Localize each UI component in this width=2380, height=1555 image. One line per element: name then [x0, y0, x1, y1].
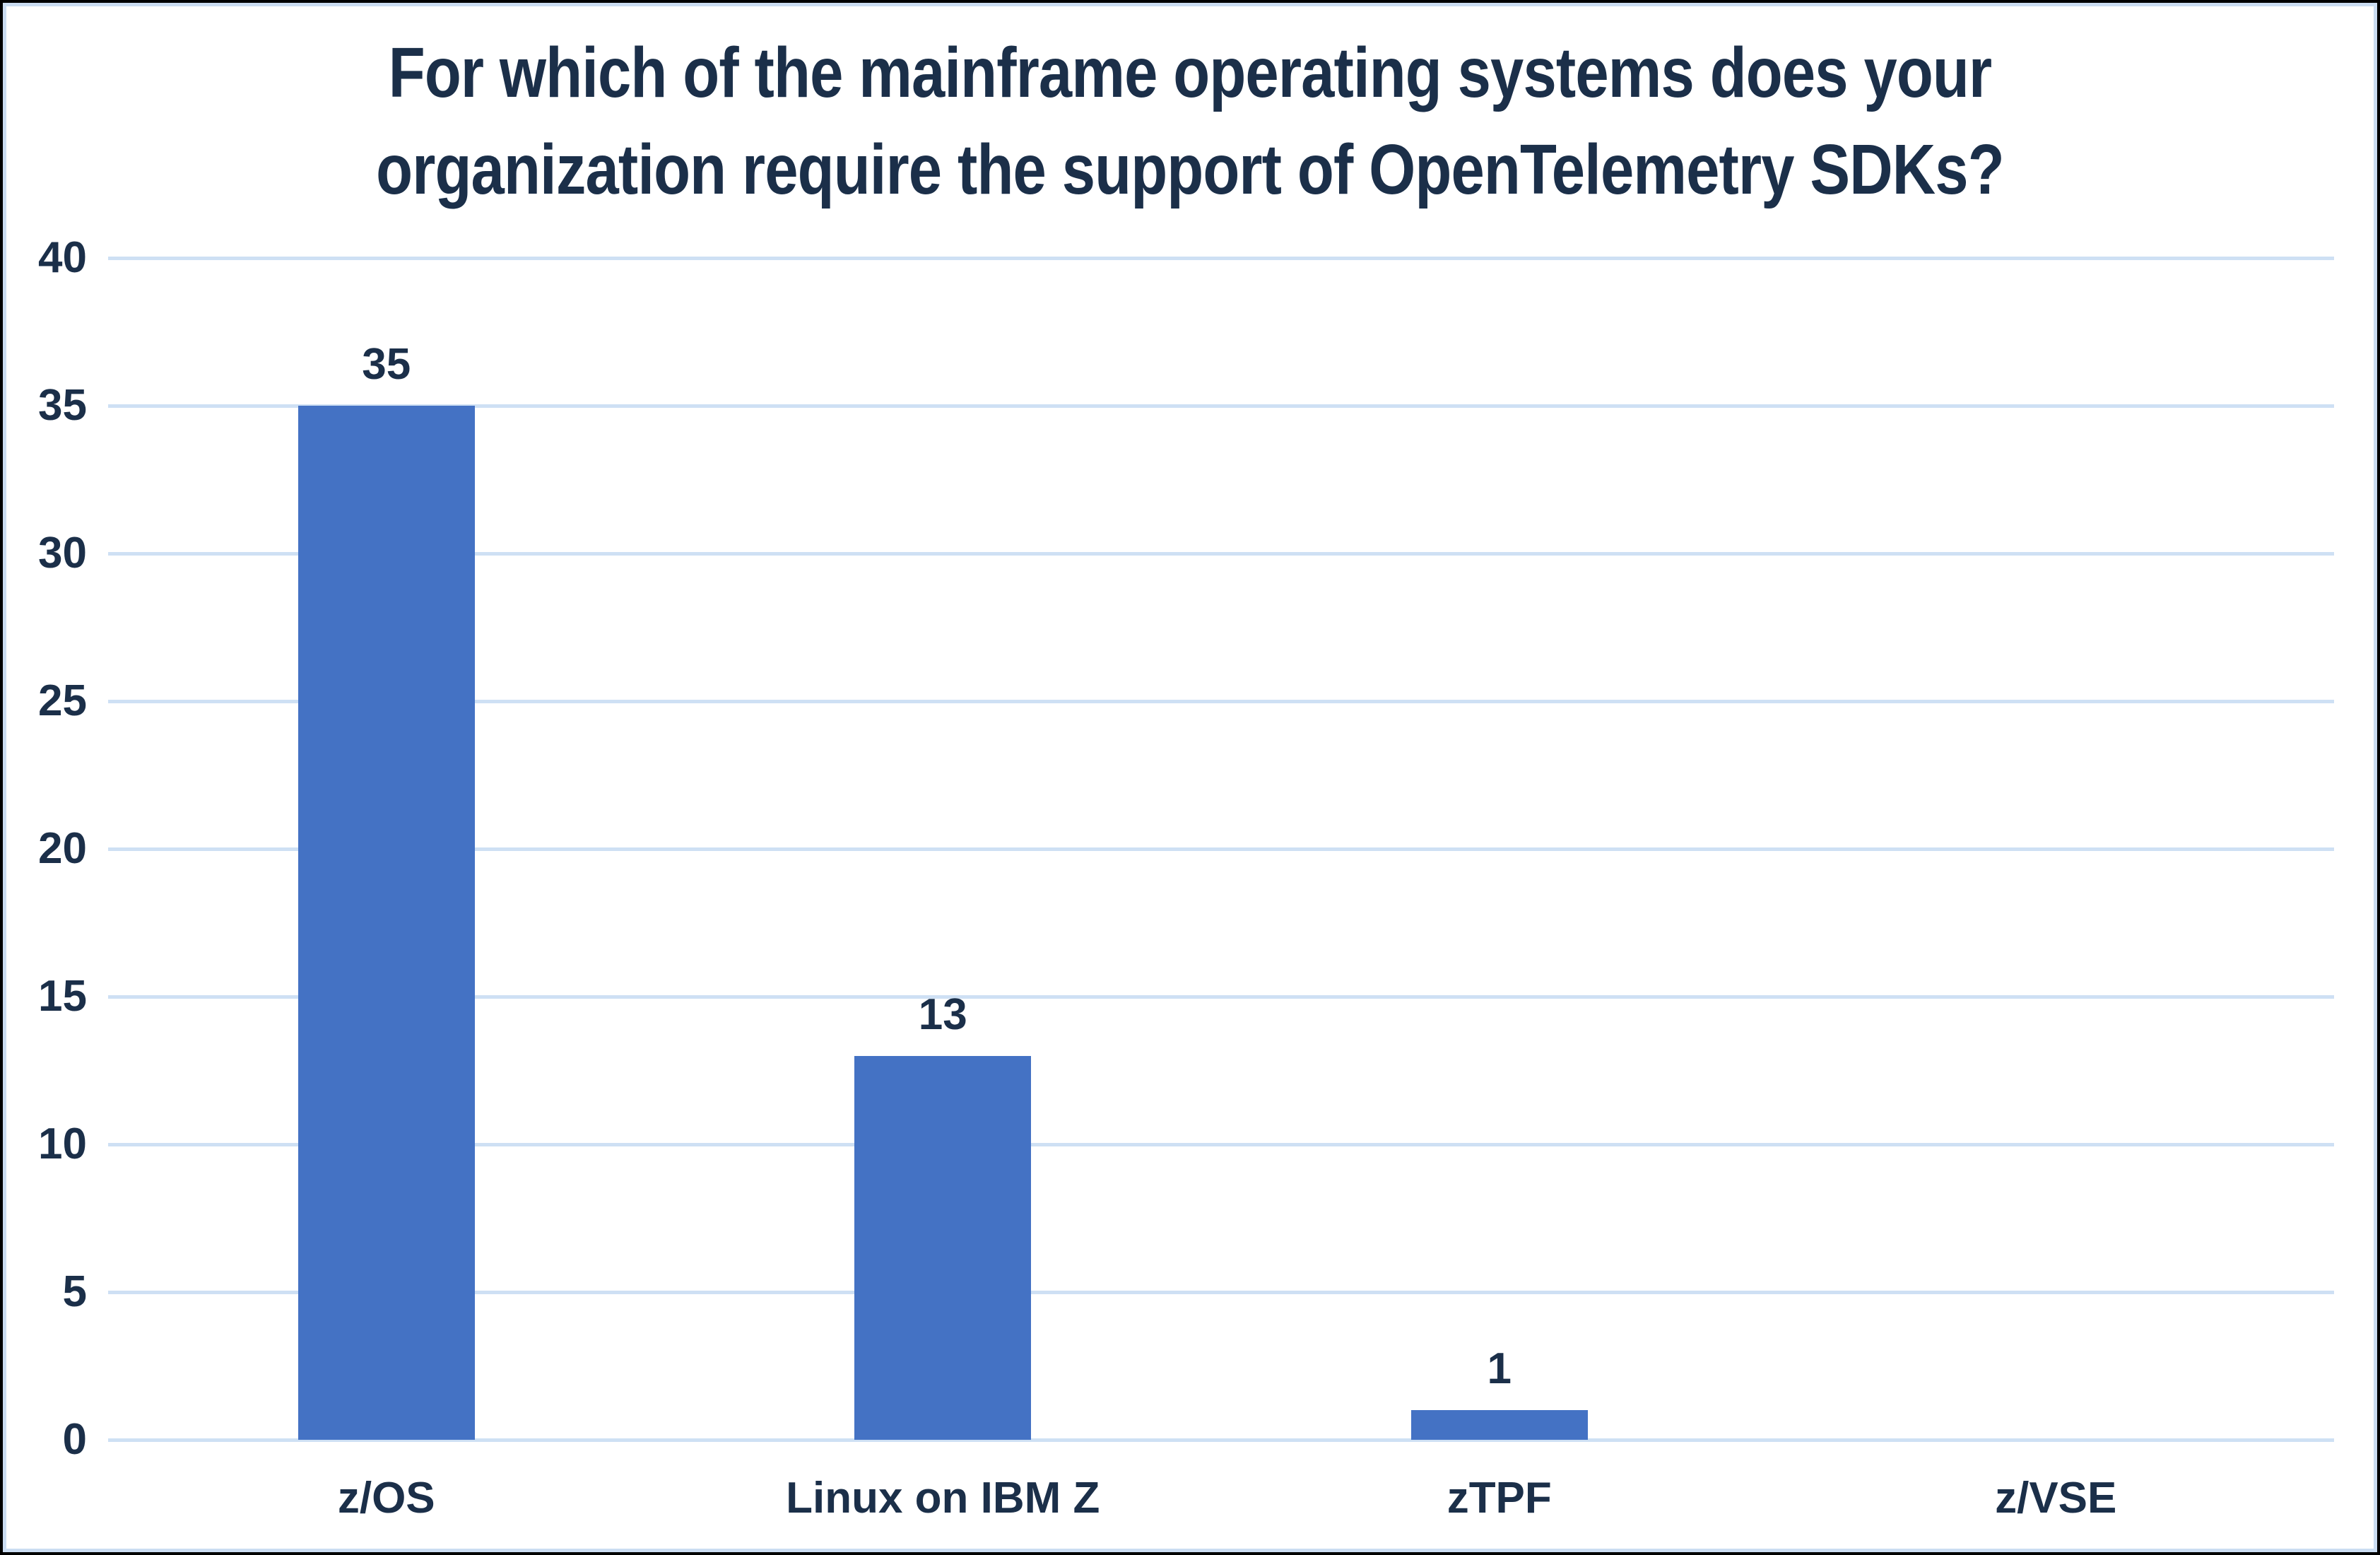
y-tick-label-30: 30 [38, 529, 87, 577]
y-gridline-5 [108, 1291, 2334, 1294]
y-tick-label-15: 15 [38, 972, 87, 1021]
y-tick-label-5: 5 [62, 1267, 87, 1316]
bar-value-label-zTPF: 1 [1487, 1344, 1512, 1394]
y-axis: 0 5 10 15 20 25 30 35 40 [6, 236, 87, 1462]
y-gridline-25 [108, 700, 2334, 703]
y-gridline-20 [108, 847, 2334, 851]
chart-title-line-2: organization require the support of Open… [376, 130, 2004, 209]
y-gridline-15 [108, 995, 2334, 999]
y-gridline-10 [108, 1143, 2334, 1146]
y-gridline-40 [108, 257, 2334, 260]
bar-value-label-Linux on IBM Z: 13 [918, 990, 967, 1039]
chart-title-line-1: For which of the mainframe operating sys… [388, 33, 1992, 112]
bar-value-label-z/OS: 35 [362, 340, 411, 389]
category-axis: z/OS Linux on IBM Z zTPF z/VSE [108, 1460, 2334, 1537]
category-label-zTPF: zTPF [1447, 1474, 1552, 1522]
category-label-z/VSE: z/VSE [1995, 1474, 2117, 1522]
y-tick-label-10: 10 [38, 1120, 87, 1168]
chart-canvas: For which of the mainframe operating sys… [3, 3, 2377, 1552]
y-gridline-0 [108, 1438, 2334, 1442]
y-tick-label-40: 40 [38, 233, 87, 282]
category-label-z/OS: z/OS [337, 1474, 435, 1522]
y-tick-label-20: 20 [38, 824, 87, 873]
bar-zTPF [1410, 1410, 1588, 1440]
y-tick-label-35: 35 [38, 381, 87, 430]
plot-area: 35 13 1 [108, 257, 2334, 1442]
y-tick-label-0: 0 [62, 1415, 87, 1464]
y-gridline-30 [108, 552, 2334, 556]
bar-Linux on IBM Z [854, 1055, 1032, 1440]
y-tick-label-25: 25 [38, 676, 87, 725]
chart-title: For which of the mainframe operating sys… [184, 25, 2196, 218]
y-gridline-35 [108, 404, 2334, 408]
bar-z/OS [298, 406, 475, 1440]
category-label-Linux on IBM Z: Linux on IBM Z [786, 1474, 1100, 1522]
